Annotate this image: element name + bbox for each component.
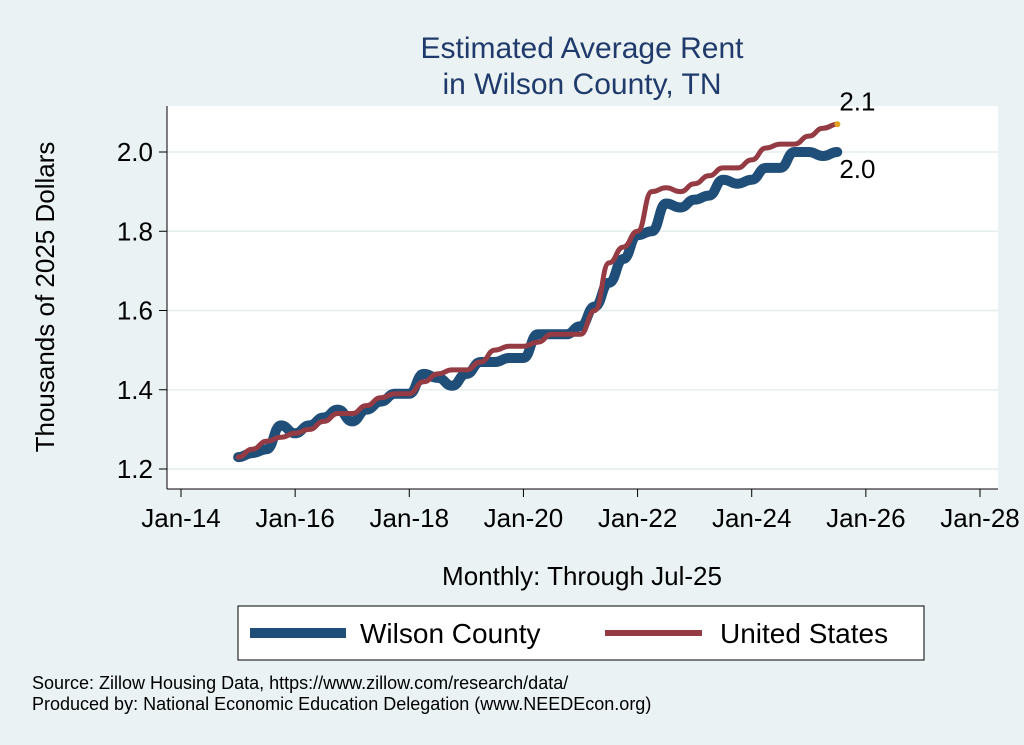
end-label-united-states: 2.1 [839,86,875,116]
chart-title-line-2: in Wilson County, TN [443,68,722,101]
y-tick-label: 1.4 [117,375,153,405]
y-axis-ticks: 1.2 1.4 1.6 1.8 2.0 [117,137,167,484]
legend-box [237,605,925,661]
x-tick-label: Jan-14 [141,503,221,533]
y-tick-label: 1.6 [117,296,153,326]
y-axis-title: Thousands of 2025 Dollars [30,142,60,453]
x-tick-label: Jan-24 [712,503,792,533]
x-tick-label: Jan-16 [255,503,335,533]
legend-label-wilson-county: Wilson County [360,618,541,649]
x-tick-label: Jan-26 [826,503,906,533]
series-line-wilson-county [233,147,843,463]
series-end-labels: 2.0 2.1 [834,86,875,184]
x-tick-label: Jan-22 [598,503,678,533]
series-endpoint-marker [834,121,841,128]
gridlines [167,151,998,470]
chart-title: Estimated Average Rent in Wilson County,… [421,32,745,101]
chart-title-line-1: Estimated Average Rent [421,32,745,65]
end-label-wilson-county: 2.0 [839,154,875,184]
axes [166,106,998,490]
x-axis-title: Monthly: Through Jul-25 [442,561,722,591]
x-tick-label: Jan-20 [484,503,564,533]
legend-label-united-states: United States [720,618,888,649]
y-tick-label: 1.2 [117,454,153,484]
producer-note: Produced by: National Economic Education… [32,694,651,714]
y-tick-label: 2.0 [117,137,153,167]
x-tick-label: Jan-28 [940,503,1020,533]
series-lines [233,121,843,463]
x-axis-ticks: Jan-14 Jan-16 Jan-18 Jan-20 Jan-22 Jan-24 Jan-… [141,489,1020,533]
series-line-united-states [235,121,840,460]
x-tick-label: Jan-18 [370,503,450,533]
y-tick-label: 1.8 [117,216,153,246]
legend: Wilson County United States [237,605,925,661]
source-note: Source: Zillow Housing Data, https://www… [32,673,568,693]
